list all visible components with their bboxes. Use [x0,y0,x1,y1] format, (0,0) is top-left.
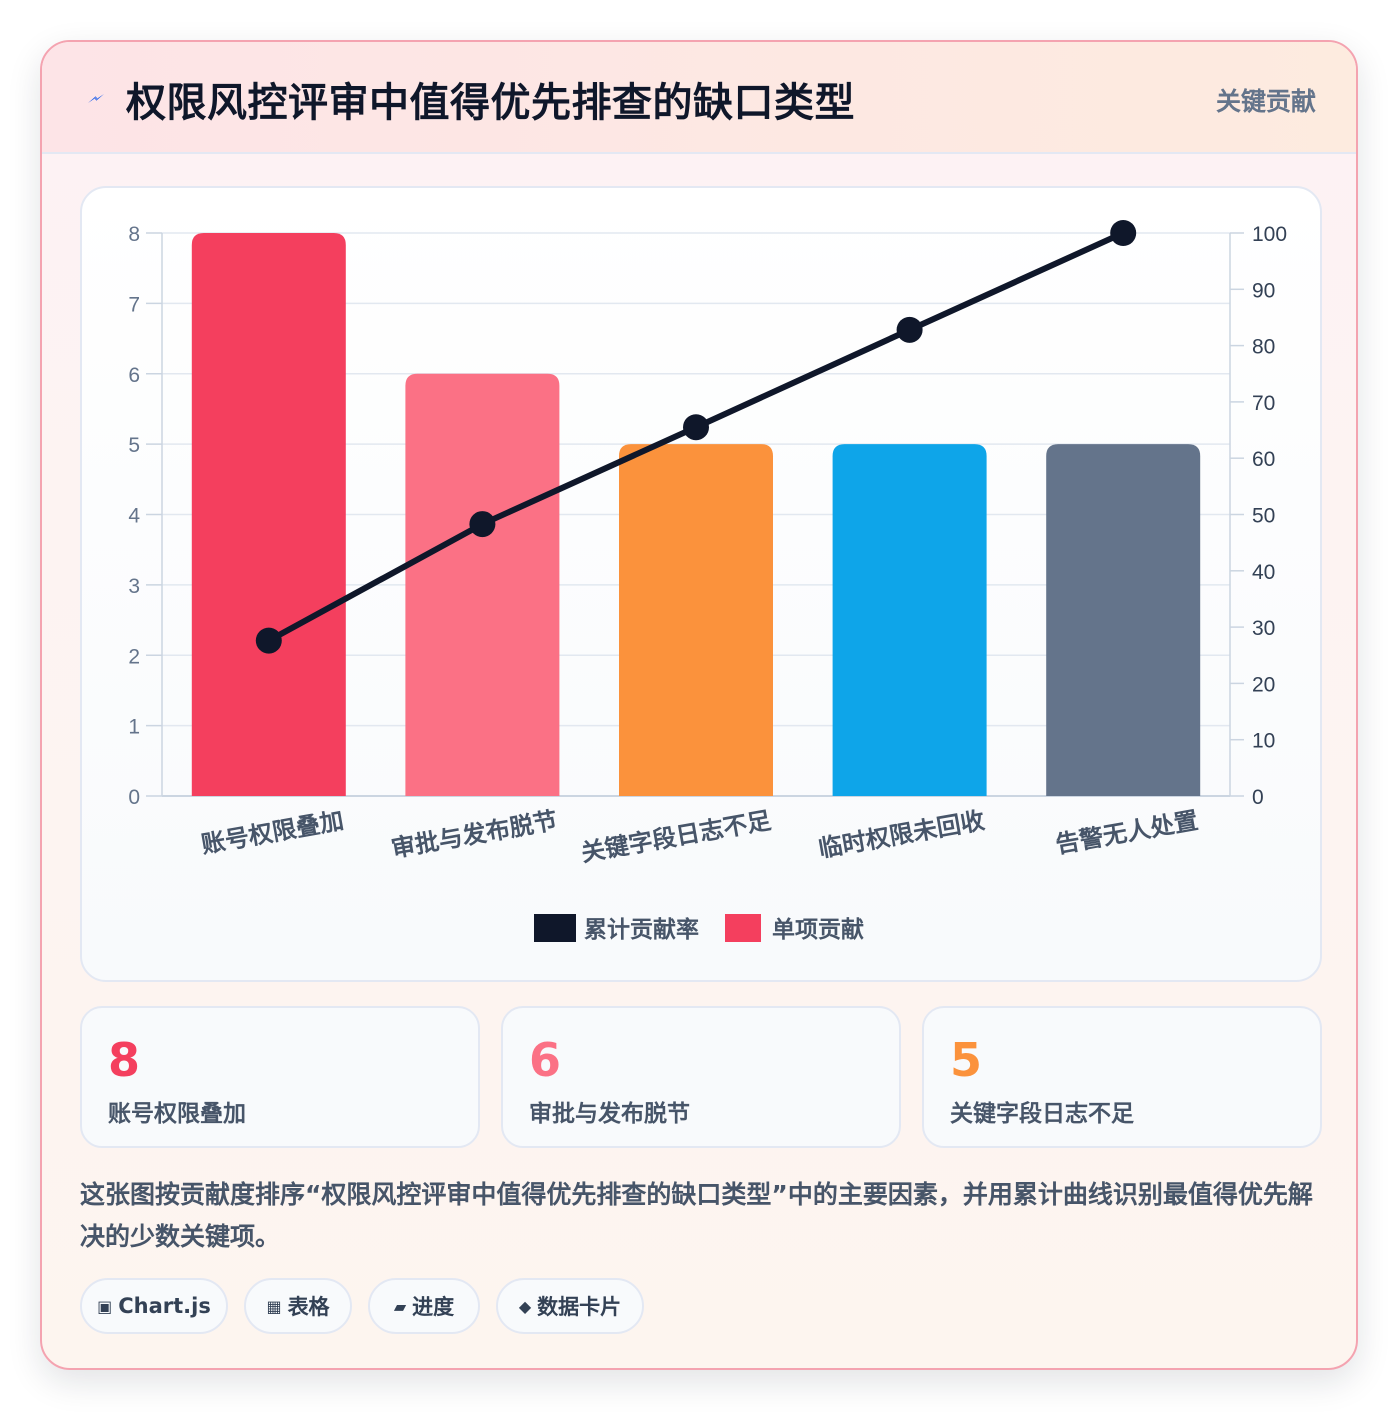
chart-panel: 0 1 2 3 4 5 6 7 8 0 10 20 30 40 50 60 70 80 90 100 账号权限叠加 审批与… [80,186,1322,982]
y-right-tick-label: 20 [1252,673,1275,696]
y-left-tick-label: 5 [128,434,140,457]
y-left-tick-label: 7 [128,293,140,316]
progress-icon: ▰ [393,1296,407,1316]
y-left-tick-label: 0 [128,786,140,809]
chip-label: 表格 [287,1295,330,1319]
chip-label: 进度 [412,1295,455,1319]
data-card-icon: ◆ [518,1296,532,1316]
y-left-tick-label: 2 [128,645,140,668]
report-card: 权限风控评审中值得优先排查的缺口类型 关键贡献 0 1 2 3 4 5 6 7 8 0 10 20 30… [40,40,1358,1370]
chip-chartjs[interactable]: ▣ Chart.js [80,1278,228,1334]
stat-label: 账号权限叠加 [108,1101,246,1127]
page-title: 权限风控评审中值得优先排查的缺口类型 [126,80,855,126]
chip-progress[interactable]: ▰ 进度 [368,1278,480,1334]
cumulative-point [255,627,282,654]
stat-value: 5 [950,1033,983,1087]
x-tick-label: 账号权限叠加 [199,806,346,859]
chip-table[interactable]: ▦ 表格 [244,1278,352,1334]
y-right-tick-label: 50 [1252,505,1275,528]
stat-label: 审批与发布脱节 [529,1101,690,1127]
stat-card-3: 5 关键字段日志不足 [922,1006,1322,1148]
table-icon: ▦ [266,1296,282,1316]
cumulative-point [469,511,496,538]
legend-label: 单项贡献 [772,917,864,943]
bar [619,444,773,796]
card-header: 权限风控评审中值得优先排查的缺口类型 关键贡献 [42,42,1356,154]
y-right-tick-label: 70 [1252,392,1275,415]
y-right-tick-label: 10 [1252,730,1275,753]
y-right-tick-label: 60 [1252,448,1275,471]
y-right-tick-label: 40 [1252,561,1275,584]
y-left-tick-label: 4 [128,505,140,528]
bar [1046,444,1201,796]
y-right-tick-label: 100 [1252,223,1287,246]
bar [191,233,346,796]
x-tick-label: 关键字段日志不足 [579,806,773,867]
stat-label: 关键字段日志不足 [950,1101,1134,1127]
y-left-tick-label: 8 [128,223,140,246]
y-left-tick-label: 1 [128,716,140,739]
x-tick-label: 审批与发布脱节 [389,806,559,863]
stat-card-1: 8 账号权限叠加 [80,1006,480,1148]
cumulative-point [896,316,923,343]
legend-label: 累计贡献率 [584,916,699,943]
bar [832,444,987,796]
chart-description: 这张图按贡献度排序“权限风控评审中值得优先排查的缺口类型”中的主要因素，并用累计… [80,1180,1313,1251]
cumulative-point [683,414,709,441]
y-left-tick-label: 3 [128,575,140,598]
chip-label: Chart.js [118,1294,211,1318]
lightning-icon [88,94,104,103]
y-right-tick-label: 90 [1252,279,1275,302]
stat-card-2: 6 审批与发布脱节 [501,1006,901,1148]
chip-data-card[interactable]: ◆ 数据卡片 [496,1278,644,1334]
legend-swatch-single [725,914,761,942]
cumulative-point [1110,220,1137,246]
header-tag: 关键贡献 [1215,87,1316,116]
x-tick-label: 告警无人处置 [1054,806,1201,859]
y-right-tick-label: 80 [1252,336,1275,359]
y-right-tick-label: 0 [1252,786,1264,809]
x-tick-label: 临时权限未回收 [816,806,986,863]
bar [405,373,560,796]
stat-value: 8 [108,1033,141,1087]
chip-label: 数据卡片 [537,1295,622,1319]
stat-value: 6 [529,1033,562,1087]
legend-swatch-cumulative [534,914,576,942]
y-right-tick-label: 30 [1252,617,1275,640]
chart-icon: ▣ [97,1296,113,1316]
y-left-tick-label: 6 [128,364,140,387]
